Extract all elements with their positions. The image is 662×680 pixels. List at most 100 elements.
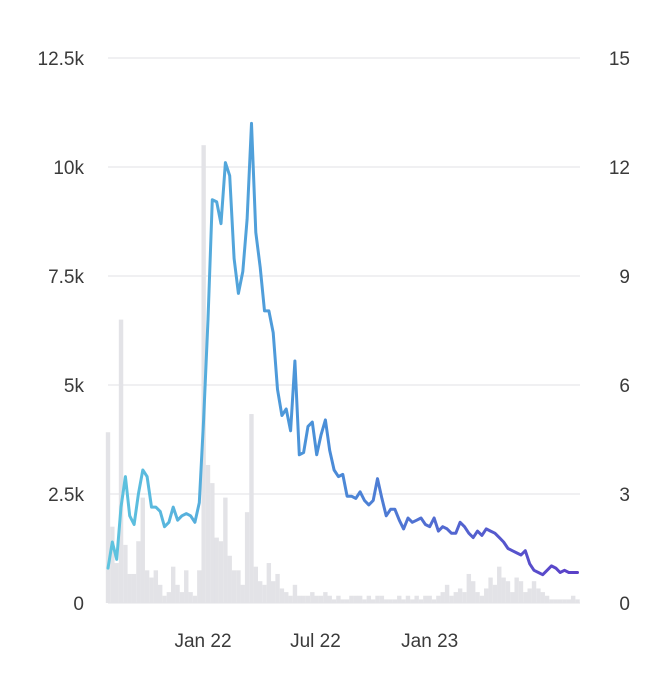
bar (370, 599, 376, 603)
bar (140, 497, 145, 603)
left-y-tick-label: 0 (73, 594, 84, 615)
bar (236, 570, 241, 603)
bar (149, 577, 154, 603)
bar (218, 541, 224, 603)
bar (275, 573, 280, 603)
bar (188, 592, 193, 603)
bar (518, 581, 524, 603)
bar (497, 566, 502, 603)
bar (479, 595, 485, 603)
bar (175, 584, 180, 603)
bar (362, 599, 367, 603)
bar (344, 599, 350, 603)
bar (562, 599, 567, 603)
bar (262, 584, 267, 603)
bar (197, 570, 202, 603)
bar (405, 595, 411, 603)
bar (353, 595, 358, 603)
bar (201, 145, 206, 603)
line-series (106, 121, 579, 577)
bar (553, 599, 558, 603)
bar (453, 592, 458, 603)
bar (301, 595, 306, 603)
bar (210, 483, 215, 603)
bar (384, 599, 389, 603)
left-y-tick-label: 5k (64, 376, 85, 397)
bar (414, 595, 419, 603)
bar (118, 319, 124, 603)
bar (536, 588, 541, 603)
bar (110, 526, 115, 603)
bar (484, 588, 489, 603)
bar (544, 595, 550, 603)
bar-series (105, 145, 580, 603)
bar (440, 592, 445, 603)
bar (231, 570, 237, 603)
bar (331, 599, 337, 603)
bar (501, 577, 506, 603)
bar (123, 544, 128, 603)
bar (184, 570, 189, 603)
bar (314, 595, 319, 603)
bar (179, 592, 185, 603)
bar (305, 595, 311, 603)
bar (366, 595, 372, 603)
bar (510, 592, 515, 603)
x-tick-label: Jan 22 (174, 631, 231, 652)
bar (410, 599, 415, 603)
bar (418, 599, 424, 603)
bar (284, 592, 289, 603)
bar (336, 595, 341, 603)
bar (431, 599, 437, 603)
bar (131, 573, 137, 603)
line-path (106, 121, 579, 577)
bar (153, 570, 159, 603)
x-tick-label: Jan 23 (401, 631, 458, 652)
bar (166, 592, 172, 603)
bar (392, 599, 398, 603)
bar (523, 592, 528, 603)
bar (271, 581, 276, 603)
right-y-tick-label: 15 (609, 49, 630, 70)
bar (144, 570, 150, 603)
left-y-tick-label: 2.5k (48, 485, 84, 506)
bar (244, 512, 250, 603)
bar (323, 592, 328, 603)
bar (357, 595, 363, 603)
bar (136, 541, 141, 603)
right-y-tick-label: 9 (619, 267, 630, 288)
left-y-axis: 0 2.5k 5k 7.5k 10k 12.5k (38, 49, 85, 615)
bar (470, 581, 476, 603)
bar (427, 595, 432, 603)
bar (327, 595, 332, 603)
bar (171, 566, 176, 603)
bar (162, 595, 167, 603)
bar (379, 595, 385, 603)
bar (297, 595, 302, 603)
bar (444, 584, 450, 603)
right-y-tick-label: 6 (619, 376, 630, 397)
bar (349, 595, 354, 603)
right-y-axis: 0 3 6 9 12 15 (609, 49, 630, 615)
bar (397, 595, 402, 603)
bar (514, 577, 519, 603)
x-tick-label: Jul 22 (290, 631, 341, 652)
bar (318, 595, 324, 603)
bar (340, 599, 345, 603)
right-y-tick-label: 0 (619, 594, 630, 615)
bar (570, 595, 576, 603)
bar (466, 573, 472, 603)
bar (488, 577, 493, 603)
bar (449, 595, 454, 603)
bar (127, 573, 132, 603)
bar (105, 432, 111, 603)
left-y-tick-label: 10k (53, 158, 84, 179)
bar (240, 584, 245, 603)
bar (214, 537, 219, 603)
bar (462, 592, 467, 603)
bar (223, 497, 228, 603)
bar (253, 566, 259, 603)
bar (457, 588, 463, 603)
bar (423, 595, 428, 603)
